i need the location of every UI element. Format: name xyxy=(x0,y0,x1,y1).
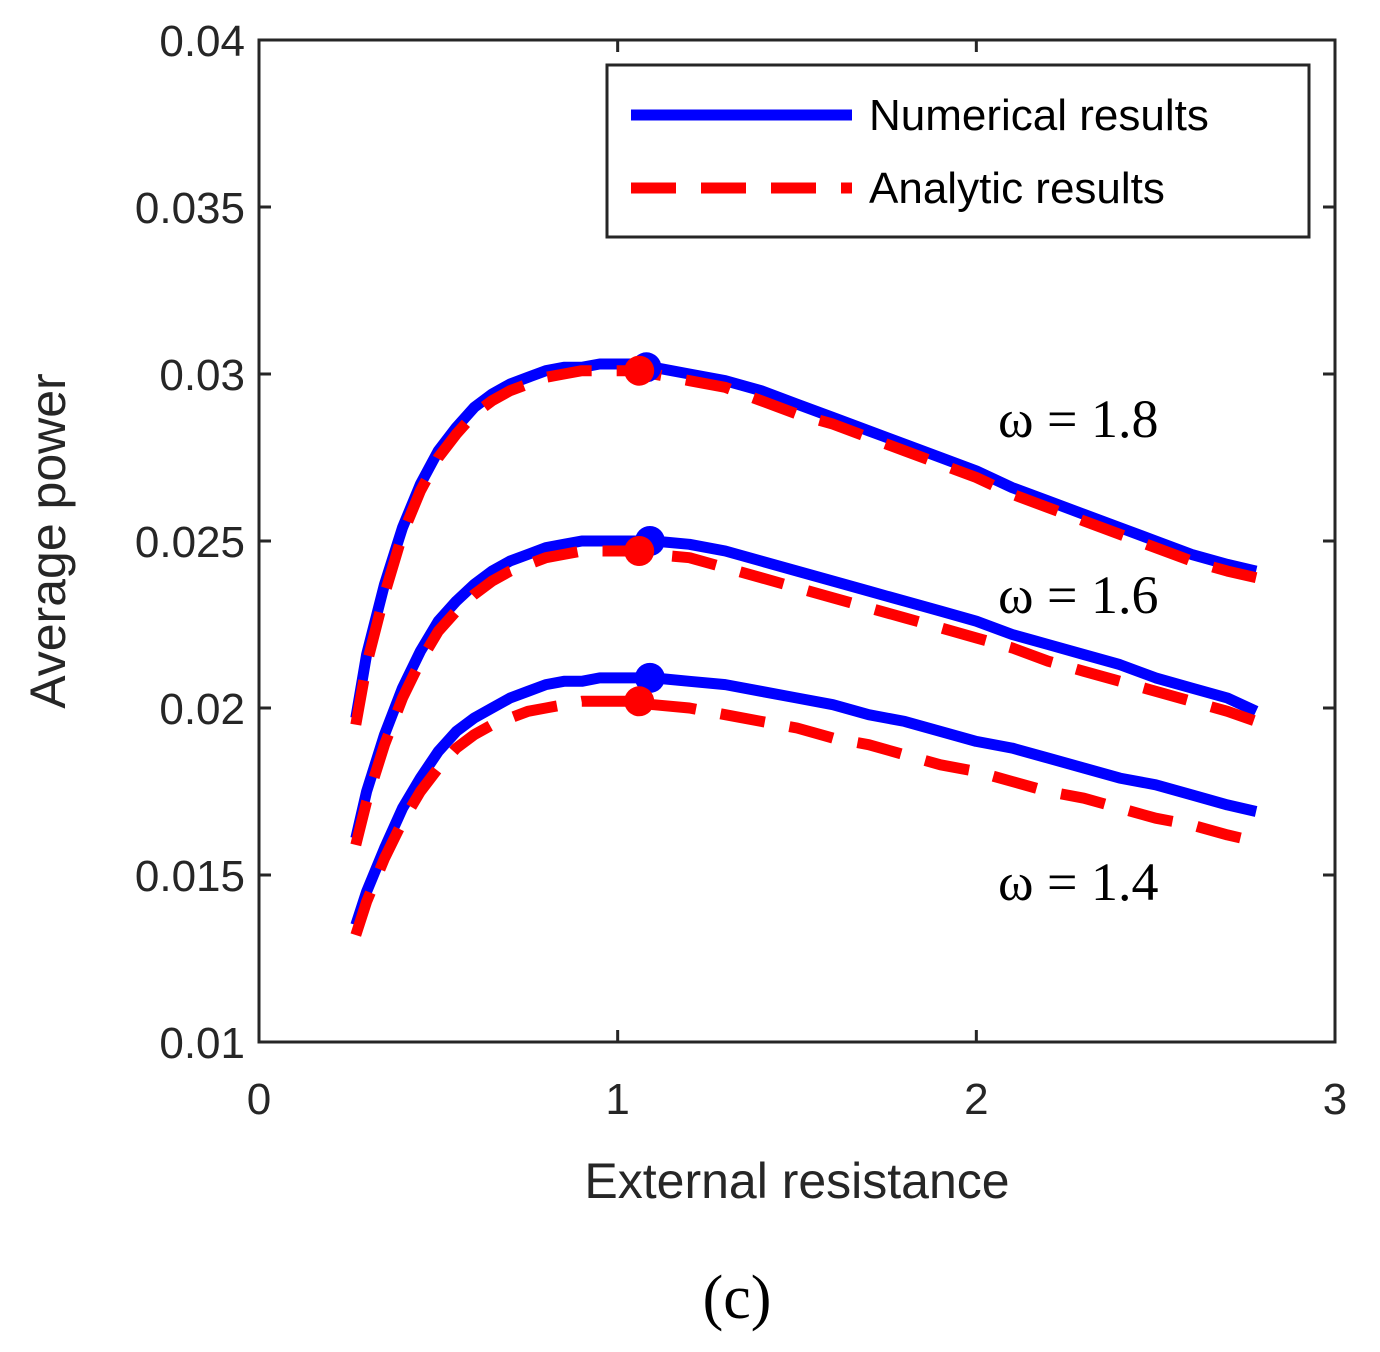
peak-marker-analytic-14 xyxy=(624,686,655,717)
legend-box xyxy=(605,63,1311,239)
x-tick-label: 0 xyxy=(247,1075,271,1124)
series-line-analytic-16 xyxy=(350,545,1258,847)
y-tick-label: 0.02 xyxy=(159,685,245,734)
panel-caption: (c) xyxy=(703,1264,772,1332)
series-layer xyxy=(350,358,1259,937)
peak-marker-analytic-18 xyxy=(624,355,655,386)
y-axis-label: Average power xyxy=(20,373,76,708)
omega-label-1-8: ω = 1.8 xyxy=(998,389,1159,449)
legend-label-numerical: Numerical results xyxy=(869,91,1209,140)
y-tick-label: 0.03 xyxy=(159,351,245,400)
y-tick-label: 0.01 xyxy=(159,1019,245,1068)
legend-label-analytic: Analytic results xyxy=(869,164,1165,213)
y-tick-label: 0.04 xyxy=(159,17,245,66)
omega-label-1-4: ω = 1.4 xyxy=(998,852,1159,912)
peak-marker-numerical-14 xyxy=(634,662,665,693)
marker-layer xyxy=(624,352,665,717)
omega-label-1-6: ω = 1.6 xyxy=(998,565,1159,625)
x-axis-label: External resistance xyxy=(584,1153,1009,1209)
x-tick-label: 1 xyxy=(605,1075,629,1124)
x-tick-label: 3 xyxy=(1323,1075,1347,1124)
tick-layer: 0 1 2 3 0.01 0.015 0.02 0.025 0.03 0.035 0.04 xyxy=(135,17,1347,1124)
legend: Numerical results Analytic results xyxy=(605,63,1311,239)
y-tick-label: 0.025 xyxy=(135,518,245,567)
y-tick-label: 0.015 xyxy=(135,852,245,901)
x-tick-label: 2 xyxy=(964,1075,988,1124)
peak-marker-analytic-16 xyxy=(624,536,655,566)
y-tick-label: 0.035 xyxy=(135,184,245,233)
